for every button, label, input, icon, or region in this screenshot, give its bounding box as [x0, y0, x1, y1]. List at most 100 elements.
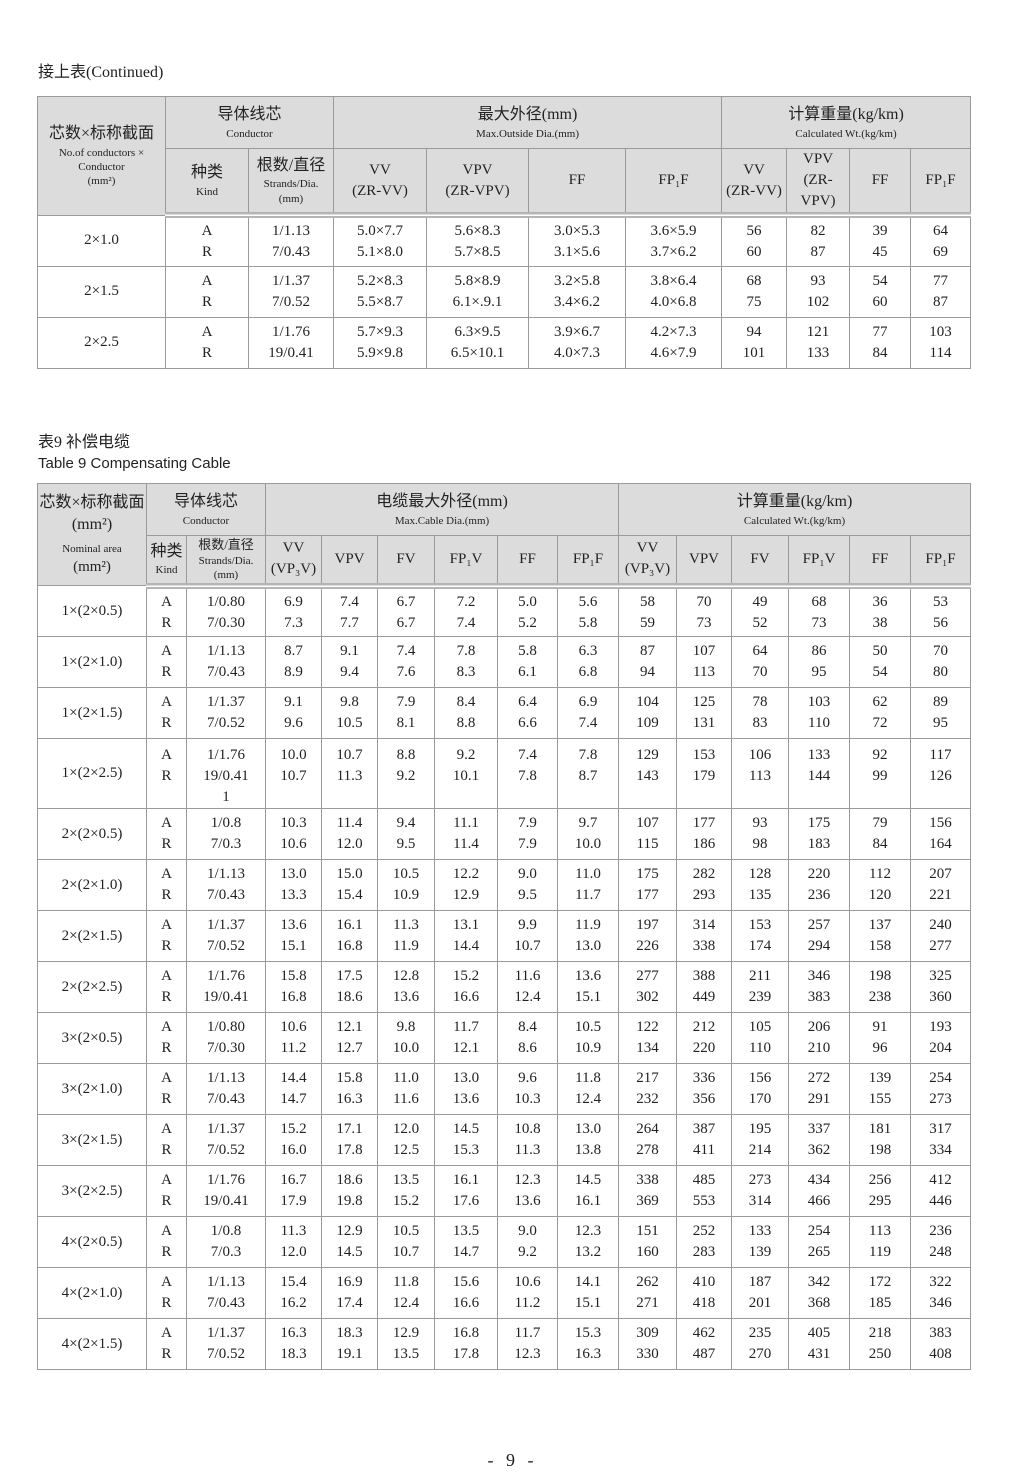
dia-fv-cell-line: 9.8: [396, 1019, 416, 1036]
wt-ff-cell: 77 84: [849, 316, 912, 369]
kind-cell-line: R: [161, 938, 172, 955]
wt-fp1v-cell: 220 236: [788, 859, 851, 912]
dia-vpv-cell-line: 6.3×9.5: [454, 323, 501, 340]
wt-ff-cell-line: 39: [872, 222, 888, 239]
dia-fv-cell-line: 11.9: [393, 938, 419, 955]
strands-cell-line: 7/0.3: [210, 1244, 242, 1261]
dia-fp1v-cell-line: 14.7: [452, 1244, 480, 1261]
dia-fv-cell-line: 10.5: [392, 866, 420, 883]
dia-fp1v-cell-line: 17.8: [452, 1346, 480, 1363]
dia-fv-cell-line: 10.0: [392, 1040, 420, 1057]
wt-fp1f-cell-line: 346: [929, 1295, 952, 1312]
wt-vv-cell: 68 75: [721, 265, 788, 318]
dia-fv-cell-line: 7.9: [396, 694, 416, 711]
dia-vpv-cell-line: 6.5×10.1: [450, 344, 505, 361]
dia-vv-cell: 6.9 7.3: [265, 585, 323, 638]
dia-ff-cell-line: 7.9: [518, 836, 537, 853]
strands-cell-line: 7/0.52: [272, 293, 310, 310]
dia-fp1v-cell: 7.2 7.4: [434, 585, 499, 638]
size-cell-line: 4×(2×1.5): [61, 1335, 123, 1352]
wt-vv-cell-line: 58: [640, 593, 656, 610]
wt-fv-cell-line: 70: [752, 664, 768, 681]
dia-fp1f-cell-line: 13.0: [574, 1121, 602, 1138]
table-row: 2×2.5 A R 1/1.76 19/0.41 5.7×9.3 5.9×9.8 6.3×9.…: [37, 316, 972, 369]
dia-vv-cell: 13.0 13.3: [265, 859, 323, 912]
strands-cell-line: 7/0.3: [210, 836, 242, 853]
wt-vv-cell: 262 271: [618, 1267, 678, 1320]
dia-vv-cell-line: 15.2: [280, 1121, 307, 1138]
dia-fv-cell-line: 15.2: [392, 1193, 420, 1210]
wt-vv-cell-line: 94: [746, 323, 762, 340]
wt-vv-cell-line: 101: [742, 344, 766, 361]
dia-vv-cell-line: 18.3: [280, 1346, 307, 1363]
table-row: 3×(2×1.5) A R 1/1.37 7/0.52 15.2 16.0 17.1 17.8 1…: [37, 1114, 972, 1167]
strands-cell-line: 7/0.52: [207, 715, 245, 732]
wt-vpv-cell-line: 356: [692, 1091, 716, 1108]
strands-cell-line: 1/1.76: [207, 1172, 245, 1189]
wt-vv-cell-line: 232: [636, 1091, 659, 1108]
kind-cell-line: R: [161, 989, 172, 1006]
dia-ff-cell-line: 10.6: [514, 1274, 541, 1291]
dia-vv-cell-line: 5.1×8.0: [357, 243, 403, 260]
dia-vv-cell: 10.0 10.7: [265, 738, 323, 810]
wt-fv-cell-line: 187: [748, 1274, 772, 1291]
dia-vpv-cell-line: 5.8×8.9: [454, 272, 501, 289]
dia-vv-cell-line: 16.8: [280, 989, 307, 1006]
wt-fp1v-cell: 257 294: [788, 910, 851, 963]
wt-vpv-cell-line: 186: [692, 836, 716, 853]
wt-ff-header: FF: [849, 148, 912, 218]
wt-fv-cell: 273 314: [731, 1165, 790, 1218]
dia-vv-cell-line: 10.3: [280, 815, 307, 832]
dia-vv-cell-line: 17.9: [280, 1193, 307, 1210]
dia-fv-cell-line: 12.4: [392, 1295, 420, 1312]
strands-cell: 1/0.8 7/0.3: [185, 808, 267, 861]
table-row: 2×(2×2.5) A R 1/1.76 19/0.41 15.8 16.8 17.5 18.6…: [37, 961, 972, 1014]
dia-fv-cell-line: 12.5: [392, 1142, 420, 1159]
wt-fp1v-cell-line: 291: [807, 1091, 831, 1108]
wt-ff-cell: 50 54: [849, 636, 912, 689]
dia-fp1v-cell-line: 12.2: [452, 866, 480, 883]
dia-ff-cell-line: 7.8: [518, 768, 537, 785]
dia-fp1v-cell-line: 15.6: [452, 1274, 480, 1291]
strands-cell-line: 7/0.43: [207, 1295, 245, 1312]
dia-vv-cell: 10.6 11.2: [265, 1012, 323, 1065]
wt-ff-cell-line: 120: [868, 887, 892, 904]
size-cell: 1×(2×2.5): [37, 738, 147, 810]
dia-vv-cell-line: 15.8: [280, 968, 307, 985]
strands-cell: 1/1.37 7/0.52: [185, 1114, 267, 1167]
wt-ff-cell: 218 250: [849, 1318, 912, 1371]
dia-vv-cell-line: 13.3: [280, 887, 307, 904]
dia-vpv-cell: 10.7 11.3: [321, 738, 379, 810]
dia-vpv-cell-line: 12.1: [336, 1019, 363, 1036]
size-cell: 2×(2×1.0): [37, 859, 147, 912]
wt-vpv-cell-line: 314: [692, 917, 716, 934]
strands-cell-line: 1/1.76: [272, 323, 310, 340]
wt-fv-cell-line: 153: [748, 917, 772, 934]
dia-fp1f-cell-line: 7.4: [578, 715, 598, 732]
wt-fp1f-cell: 322 346: [910, 1267, 972, 1320]
dia-fp1f-cell-line: 13.6: [574, 968, 602, 985]
wt-vpv-cell: 153 179: [676, 738, 733, 810]
wt-vpv-cell-line: 82: [810, 222, 826, 239]
dia-fp1f-cell-line: 16.3: [574, 1346, 602, 1363]
wt-fp1f-cell-line: 114: [929, 344, 952, 361]
strands-cell-line: 1/1.76: [207, 968, 245, 985]
dia-vpv-cell-line: 17.5: [336, 968, 363, 985]
wt-fp1f-cell-line: 87: [933, 293, 949, 310]
kind-cell-line: R: [161, 1142, 172, 1159]
kind-cell-line: R: [161, 1346, 172, 1363]
wt-fp1f-cell: 89 95: [910, 687, 972, 740]
wt-vv-cell-line: 277: [636, 968, 659, 985]
strands-cell-line: 7/0.43: [207, 1091, 245, 1108]
dia-fp1v-cell-line: 9.2: [456, 747, 476, 764]
dia-fp1f-cell: 3.6×5.9 3.7×6.2: [625, 214, 723, 267]
wt-vpv-cell: 388 449: [676, 961, 733, 1014]
dia-vpv-cell: 16.1 16.8: [321, 910, 379, 963]
wt-vpv-header: VPV (ZR-VPV): [786, 148, 851, 218]
wt-fp1f-cell-line: 69: [933, 243, 949, 260]
dia-fp1v-cell: 15.6 16.6: [434, 1267, 499, 1320]
wt-fp1v-cell-line: 346: [807, 968, 831, 985]
